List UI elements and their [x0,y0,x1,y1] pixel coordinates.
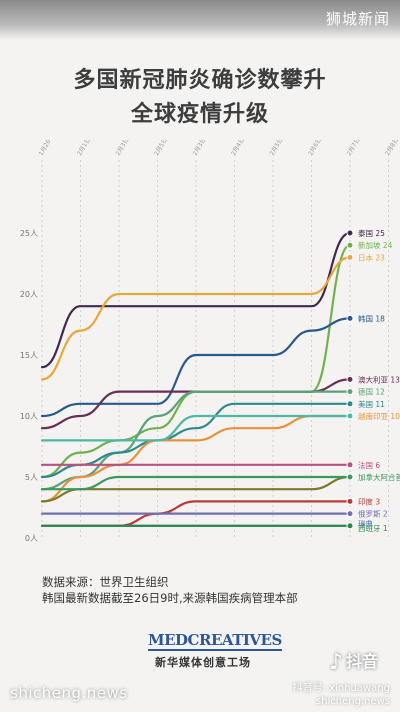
x-tick-label: 2月8日 [384,140,400,157]
series-end-label: 泰国 25 [358,228,385,238]
series-end-dot [346,497,354,505]
watermark-left: shicheng.news [10,684,128,702]
x-tick-label: 2月3日 [192,140,208,157]
x-tick-label: 2月1日 [76,140,92,157]
line-chart: 1月20日 2月1日 2月3日 2月5日 2月3日 2月4日 2月5日 2月6日 2月7日 2月8… [20,140,400,543]
medcreatives-logo: MEDCREATIVES 新华媒体创意工场 [148,630,282,670]
series-line [40,475,352,491]
series-end-dot [346,388,354,396]
series-end-label: 加拿大阿合首长国 5 [358,472,400,482]
y-tick-label: 5人 [25,473,38,482]
source-line: 数据来源：世界卫生组织 [42,575,169,589]
series-end-dot [346,461,354,469]
series-line [40,231,352,369]
series-end-dot [346,400,354,408]
series-end-dot [346,375,354,383]
series-end-label: 俄罗斯 2 [358,509,388,519]
x-tick-label: 2月4日 [230,140,246,157]
series-line [40,475,352,503]
series-end-dot [346,412,354,420]
series-end-label: 美国 11 [358,399,385,409]
watermark-site: shicheng.news [315,696,390,707]
series-end-label: 瑞典 [358,518,373,528]
logo-subtitle: 新华媒体创意工场 [155,656,251,669]
logo-mark: MEDCREATIVES [148,631,282,651]
y-tick-label: 25人 [20,229,38,238]
series-end-dot [346,229,354,237]
series-line [40,414,352,503]
series-end-dot [346,473,354,481]
data-note-line: 韩国最新数据截至26日9时,来源韩国疾病管理本部 [42,591,298,605]
tiktok-label: 抖音 [345,652,378,671]
series-end-dot [346,241,354,249]
x-tick-label: 2月5日 [153,140,169,157]
series-end-dot [346,510,354,518]
series-end-label: 印度 3 [358,496,380,506]
y-tick-label: 20人 [20,290,38,299]
series-line [40,390,352,491]
x-tick-label: 2月6日 [307,140,323,157]
series-line [40,317,352,418]
y-tick-label: 10人 [20,412,38,421]
series-end-dot [346,522,354,530]
series-end-label: 澳大利亚 13 [358,374,400,384]
source-notes: 数据来源：世界卫生组织 韩国最新数据截至26日9时,来源韩国疾病管理本部 [42,574,298,606]
series-end-label: 西班牙 1 [358,523,388,533]
series-line [40,256,352,381]
series-end-dot [346,314,354,322]
x-tick-label: 2月3日 [115,140,131,157]
x-tick-label: 2月7日 [346,140,362,157]
tiktok-icon: ♪ [328,650,343,675]
series-end-label: 德国 12 [358,387,385,397]
series-end-label: 新加坡 24 [358,240,393,250]
title-line-2: 全球疫情升级 [130,102,269,127]
watermark-right: 抖音号: xinhuawang shicheng.news [293,682,390,708]
series-end-label: 法国 6 [358,460,380,470]
series-end-label: 越南印亚 10 [358,411,400,421]
x-tick-label: 1月20日 [38,140,56,157]
series-line [40,402,352,479]
tiktok-watermark: ♪ 抖音 [329,648,378,675]
chart-title: 多国新冠肺炎确诊数攀升 全球疫情升级 [0,64,400,132]
series-end-label: 韩国 18 [358,313,385,323]
brand-label: 狮城新闻 [325,10,390,28]
y-tick-label: 15人 [20,351,38,360]
y-tick-label: 0人 [25,534,38,543]
series-end-label: 日本 23 [358,252,385,262]
series-end-dot [346,253,354,261]
series-line [40,414,352,442]
x-tick-label: 2月5日 [269,140,285,157]
top-bar: 狮城新闻 [0,0,400,40]
watermark-account: 抖音号: xinhuawang [292,683,390,694]
title-line-1: 多国新冠肺炎确诊数攀升 [73,68,327,93]
